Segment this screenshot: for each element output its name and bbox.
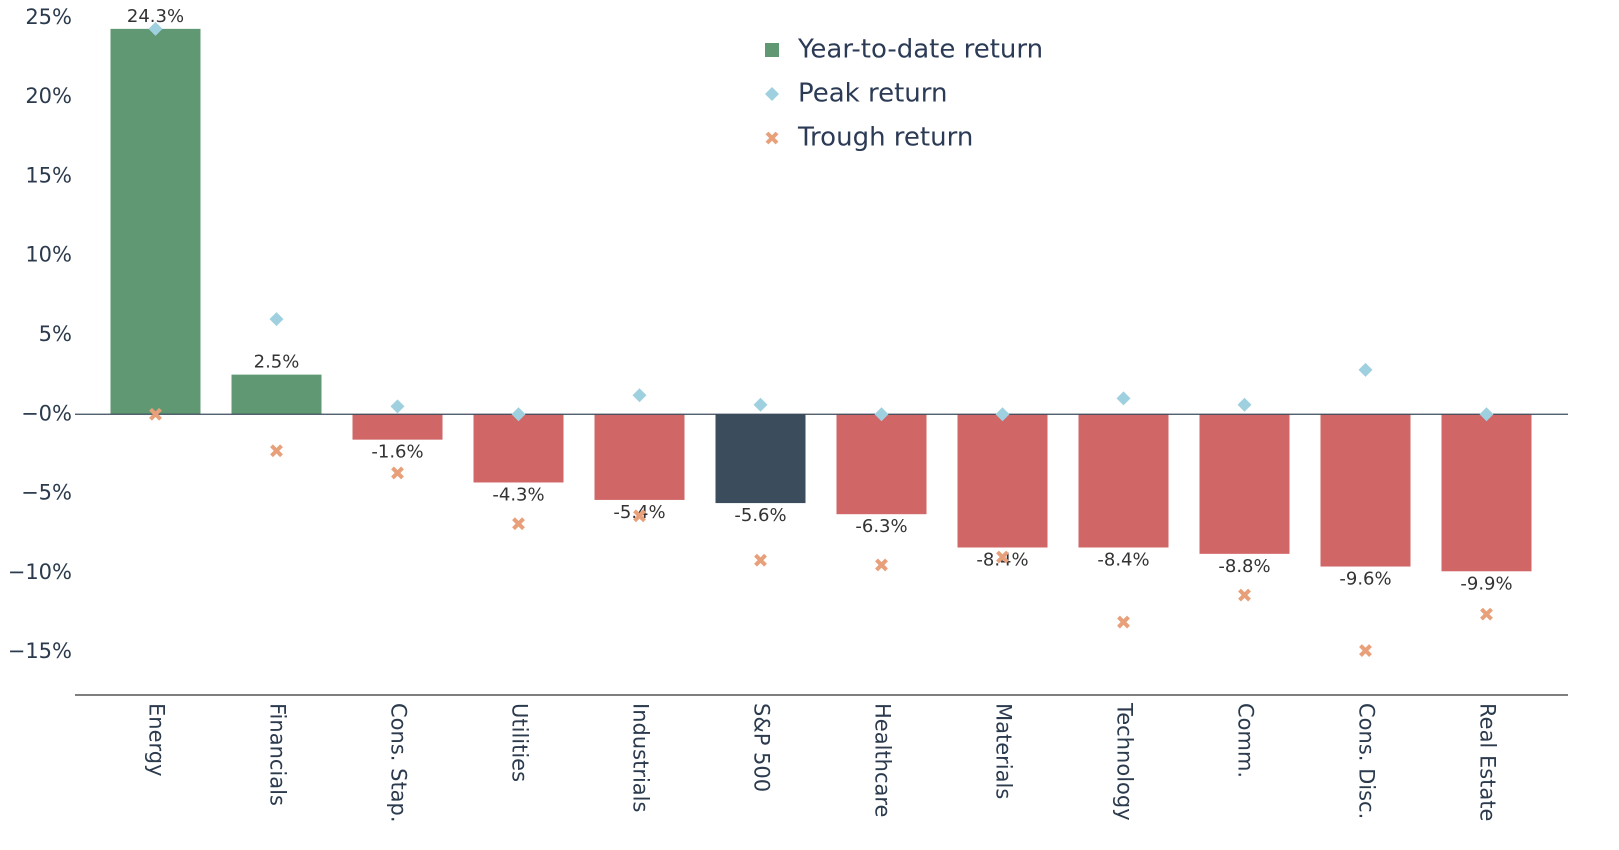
bar <box>836 414 927 515</box>
bar <box>715 414 806 504</box>
legend-swatch <box>765 131 779 145</box>
value-label: -8.4% <box>1097 549 1149 570</box>
x-tick-label: Real Estate <box>1476 703 1500 821</box>
trough-marker <box>270 444 283 458</box>
y-tick-label: 5% <box>39 322 72 346</box>
value-label: -8.8% <box>1218 556 1270 577</box>
trough-marker <box>1117 615 1130 629</box>
trough-marker <box>1359 644 1372 658</box>
y-tick-label: −5% <box>21 481 72 505</box>
y-tick-label: −15% <box>8 639 72 663</box>
value-label: -9.6% <box>1339 569 1391 590</box>
x-tick-label: Financials <box>266 703 290 806</box>
trough-marker <box>1480 607 1493 621</box>
y-tick-label: 25% <box>25 5 72 29</box>
value-label: -4.3% <box>492 484 544 505</box>
legend-swatch <box>765 43 779 57</box>
bar <box>352 414 443 440</box>
bar <box>957 414 1048 548</box>
peak-marker <box>1237 397 1252 412</box>
value-label: -9.9% <box>1460 573 1512 594</box>
y-tick-label: −10% <box>8 560 72 584</box>
peak-marker <box>1116 391 1131 406</box>
y-tick-label: 10% <box>25 243 72 267</box>
bar <box>231 374 322 415</box>
x-tick-label: Utilities <box>508 703 532 782</box>
y-tick-label: 15% <box>25 163 72 187</box>
trough-marker <box>149 407 162 421</box>
x-tick-label: Cons. Disc. <box>1355 703 1379 819</box>
trough-marker <box>512 517 525 531</box>
x-tick-label: Technology <box>1113 702 1137 821</box>
value-label: -8.4% <box>976 549 1028 570</box>
trough-marker <box>996 550 1009 564</box>
value-label: 24.3% <box>127 6 184 27</box>
bar <box>1078 414 1169 548</box>
legend-swatch <box>765 87 779 101</box>
peak-marker <box>632 388 647 403</box>
legend-label: Peak return <box>798 79 948 109</box>
peak-marker <box>269 312 284 327</box>
bar <box>1441 414 1532 572</box>
value-label: -6.3% <box>855 516 907 537</box>
bar <box>594 414 685 500</box>
x-tick-label: Energy <box>145 703 169 777</box>
peak-marker <box>148 21 163 36</box>
peak-marker <box>1358 362 1373 377</box>
value-label: -1.6% <box>371 442 423 463</box>
x-tick-label: S&P 500 <box>750 703 774 792</box>
bar <box>473 414 564 483</box>
legend-label: Year-to-date return <box>797 35 1043 65</box>
bar <box>110 28 201 415</box>
legend-label: Trough return <box>797 123 973 153</box>
value-label: 2.5% <box>254 352 300 373</box>
peak-marker <box>995 407 1010 422</box>
y-tick-label: 20% <box>25 84 72 108</box>
x-tick-label: Cons. Stap. <box>387 703 411 823</box>
x-tick-label: Comm. <box>1234 703 1258 778</box>
value-label: -5.4% <box>613 502 665 523</box>
peak-marker <box>874 407 889 422</box>
bar <box>1199 414 1290 554</box>
trough-marker <box>391 466 404 480</box>
y-tick-label: −0% <box>21 401 72 425</box>
trough-marker <box>1238 588 1251 602</box>
x-tick-label: Materials <box>992 703 1016 799</box>
x-tick-label: Industrials <box>629 703 653 812</box>
peak-marker <box>753 397 768 412</box>
x-tick-label: Healthcare <box>871 703 895 817</box>
trough-marker <box>633 509 646 523</box>
peak-marker <box>390 399 405 414</box>
peak-marker <box>1479 407 1494 422</box>
trough-marker <box>875 558 888 572</box>
peak-marker <box>511 407 526 422</box>
trough-marker <box>754 553 767 567</box>
value-label: -5.6% <box>734 505 786 526</box>
bar <box>1320 414 1411 567</box>
